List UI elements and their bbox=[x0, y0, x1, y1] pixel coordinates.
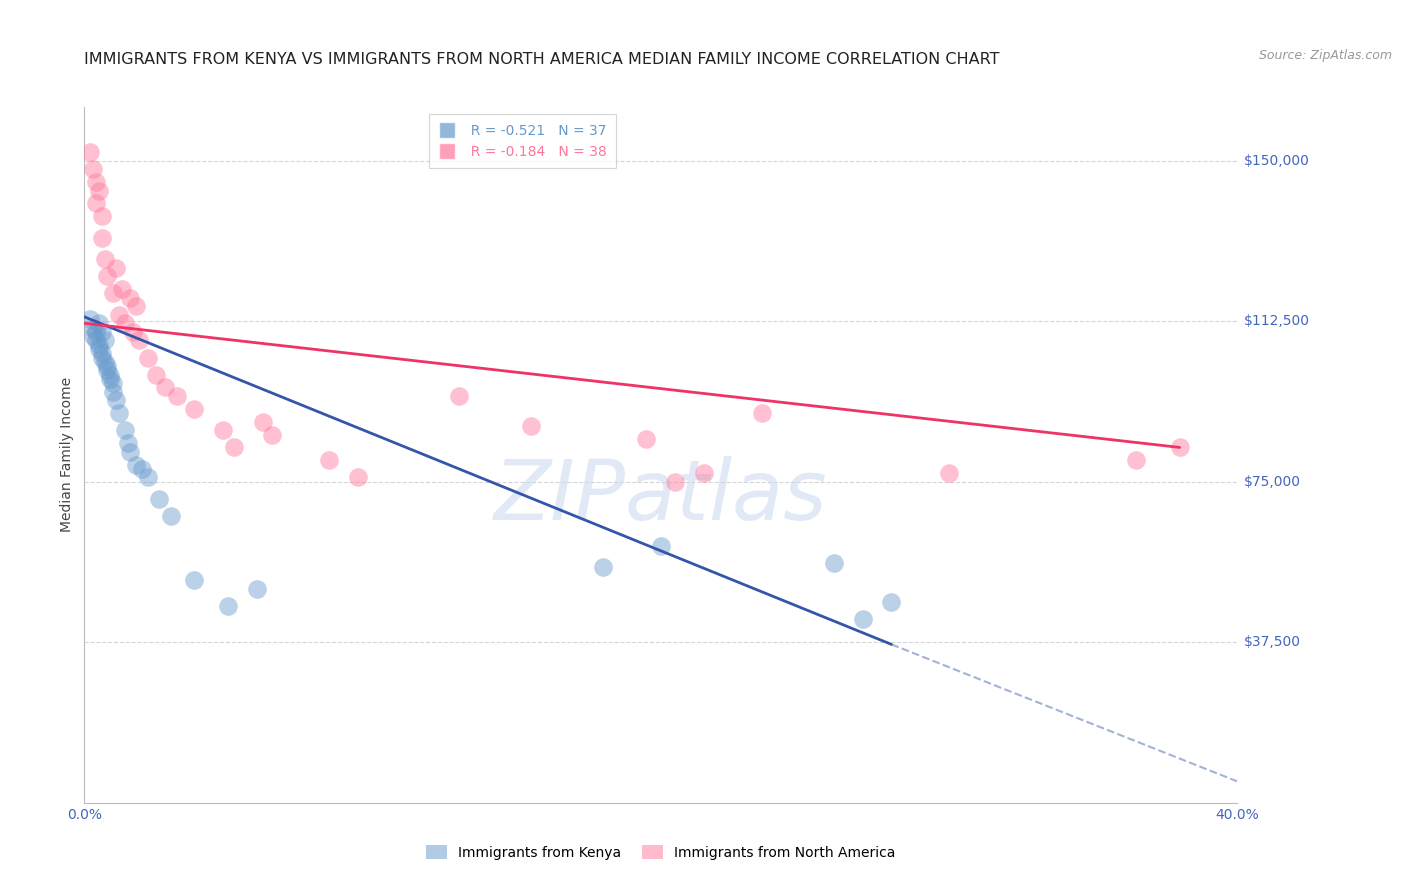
Point bbox=[224, 441, 246, 455]
Point bbox=[90, 230, 112, 244]
Text: Source: ZipAtlas.com: Source: ZipAtlas.com bbox=[1258, 49, 1392, 62]
Point bbox=[520, 419, 543, 434]
Point bbox=[87, 342, 110, 356]
Point bbox=[449, 389, 471, 403]
Point bbox=[211, 423, 233, 437]
Point bbox=[938, 466, 960, 480]
Point bbox=[98, 368, 121, 382]
Point bbox=[131, 462, 153, 476]
Point bbox=[87, 184, 110, 198]
Point bbox=[117, 436, 139, 450]
Point bbox=[751, 406, 773, 420]
Point bbox=[82, 320, 104, 334]
Point bbox=[136, 351, 159, 365]
Point bbox=[183, 573, 205, 587]
Point bbox=[96, 269, 118, 284]
Point bbox=[128, 334, 150, 348]
Point bbox=[108, 406, 131, 420]
Point bbox=[96, 359, 118, 373]
Point bbox=[90, 325, 112, 339]
Point bbox=[96, 363, 118, 377]
Point bbox=[1168, 441, 1191, 455]
Text: $37,500: $37,500 bbox=[1244, 635, 1302, 649]
Point bbox=[111, 282, 134, 296]
Point bbox=[260, 427, 283, 442]
Point bbox=[90, 209, 112, 223]
Point bbox=[114, 316, 136, 330]
Point bbox=[122, 325, 145, 339]
Point bbox=[79, 312, 101, 326]
Point bbox=[318, 453, 340, 467]
Point bbox=[103, 376, 124, 391]
Point bbox=[84, 196, 107, 211]
Point bbox=[160, 508, 183, 523]
Point bbox=[125, 458, 148, 472]
Point bbox=[84, 325, 107, 339]
Point bbox=[125, 299, 148, 313]
Point bbox=[90, 346, 112, 360]
Point bbox=[87, 337, 110, 351]
Point bbox=[664, 475, 686, 489]
Text: $75,000: $75,000 bbox=[1244, 475, 1302, 489]
Point bbox=[183, 401, 205, 416]
Point bbox=[823, 556, 845, 570]
Point bbox=[852, 612, 875, 626]
Point bbox=[120, 444, 142, 458]
Point bbox=[108, 308, 131, 322]
Point bbox=[153, 380, 176, 394]
Point bbox=[114, 423, 136, 437]
Point bbox=[93, 355, 115, 369]
Point bbox=[636, 432, 658, 446]
Legend: Immigrants from Kenya, Immigrants from North America: Immigrants from Kenya, Immigrants from N… bbox=[420, 839, 901, 865]
Point bbox=[136, 470, 159, 484]
Point bbox=[880, 594, 903, 608]
Point bbox=[82, 329, 104, 343]
Point bbox=[693, 466, 716, 480]
Text: $112,500: $112,500 bbox=[1244, 314, 1310, 328]
Point bbox=[93, 334, 115, 348]
Point bbox=[103, 286, 124, 301]
Text: $150,000: $150,000 bbox=[1244, 153, 1310, 168]
Point bbox=[87, 316, 110, 330]
Point bbox=[105, 393, 128, 408]
Point bbox=[148, 491, 170, 506]
Text: ZIPatlas: ZIPatlas bbox=[494, 456, 828, 537]
Point bbox=[145, 368, 167, 382]
Point bbox=[84, 175, 107, 189]
Point bbox=[90, 351, 112, 365]
Point bbox=[82, 162, 104, 177]
Point bbox=[79, 145, 101, 159]
Point bbox=[120, 291, 142, 305]
Point bbox=[98, 372, 121, 386]
Point bbox=[592, 560, 614, 574]
Point bbox=[650, 539, 672, 553]
Point bbox=[166, 389, 188, 403]
Point bbox=[103, 384, 124, 399]
Text: IMMIGRANTS FROM KENYA VS IMMIGRANTS FROM NORTH AMERICA MEDIAN FAMILY INCOME CORR: IMMIGRANTS FROM KENYA VS IMMIGRANTS FROM… bbox=[84, 52, 1000, 67]
Point bbox=[246, 582, 269, 596]
Point bbox=[84, 334, 107, 348]
Point bbox=[93, 252, 115, 266]
Point bbox=[347, 470, 370, 484]
Point bbox=[1125, 453, 1147, 467]
Point bbox=[218, 599, 240, 613]
Point bbox=[105, 260, 128, 275]
Y-axis label: Median Family Income: Median Family Income bbox=[60, 377, 75, 533]
Point bbox=[252, 415, 274, 429]
